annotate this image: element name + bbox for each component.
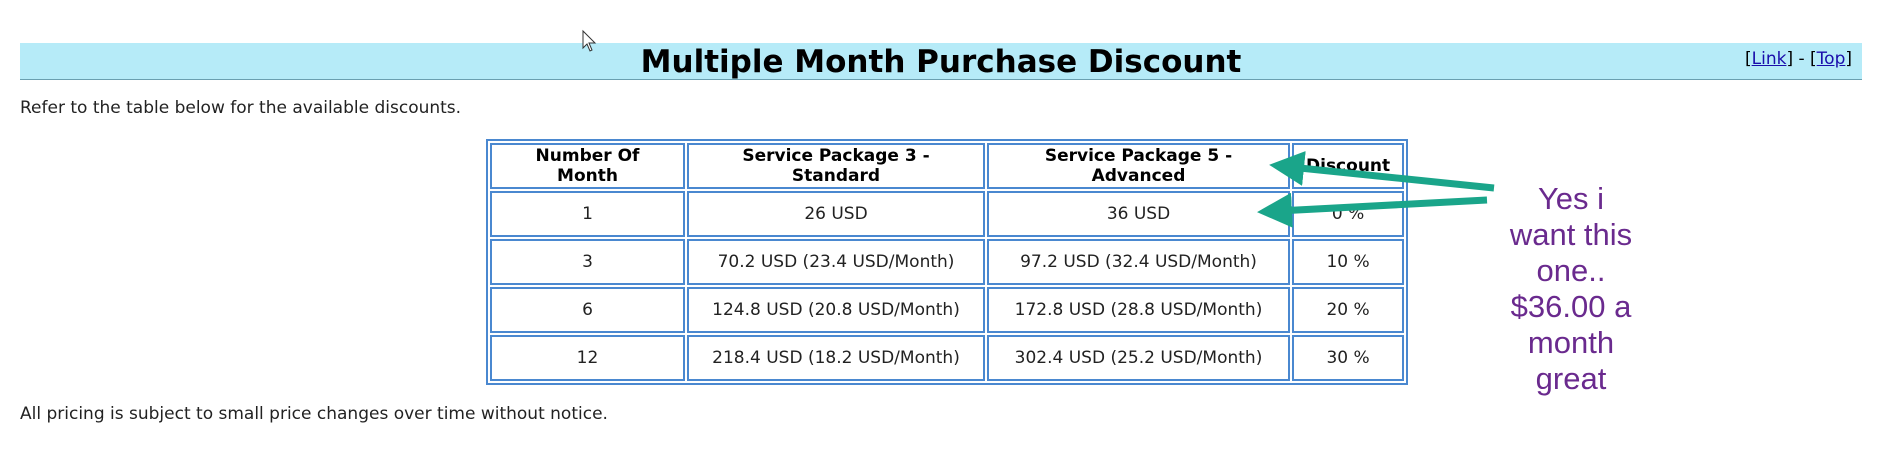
column-header: Service Package 5 - Advanced — [987, 143, 1290, 189]
top-link[interactable]: Top — [1816, 49, 1846, 69]
table-cell: 30 % — [1292, 335, 1405, 381]
table-cell: 172.8 USD (28.8 USD/Month) — [987, 287, 1290, 333]
table-cell: 218.4 USD (18.2 USD/Month) — [687, 335, 985, 381]
nav-links: [Link] - [Top] — [1745, 49, 1852, 69]
footer-text: All pricing is subject to small price ch… — [20, 404, 608, 424]
table-row: 3 70.2 USD (23.4 USD/Month) 97.2 USD (32.4… — [490, 239, 1405, 285]
link[interactable]: Link — [1751, 49, 1787, 69]
table-row: 1 26 USD 36 USD 0 % — [490, 191, 1405, 237]
page-title: Multiple Month Purchase Discount — [640, 44, 1242, 80]
discount-table: Number Of Month Service Package 3 - Stand… — [486, 139, 1409, 385]
separator: ] - [ — [1786, 49, 1817, 69]
annotation-line: month — [1527, 325, 1615, 360]
arrow — [1257, 192, 1488, 228]
cursor — [582, 29, 597, 52]
annotation-line: one.. — [1536, 253, 1606, 288]
table-cell: 10 % — [1292, 239, 1405, 285]
table-cell: 124.8 USD (20.8 USD/Month) — [687, 287, 985, 333]
header-row: Number Of Month Service Package 3 - Stand… — [490, 143, 1405, 189]
table-cell: 302.4 USD (25.2 USD/Month) — [987, 335, 1290, 381]
annotation-line: great — [1535, 361, 1607, 396]
table-cell: 97.2 USD (32.4 USD/Month) — [987, 239, 1290, 285]
annotation-line: want this — [1509, 217, 1633, 252]
header-bar: Multiple Month Purchase Discount [Link] … — [20, 43, 1862, 80]
table-cell: 20 % — [1292, 287, 1405, 333]
table-cell: 3 — [490, 239, 685, 285]
annotation-line: $36.00 a — [1510, 289, 1632, 324]
annotation-line: Yes i — [1537, 181, 1605, 216]
intro-text: Refer to the table below for the availab… — [20, 98, 462, 118]
column-header: Service Package 3 - Standard — [687, 143, 985, 189]
bracket: [ — [1744, 49, 1752, 69]
bracket: ] — [1845, 49, 1852, 69]
table-cell: 6 — [490, 287, 685, 333]
annotation: Yes i want this one.. $36.00 a month great — [1480, 181, 1662, 397]
table-cell: 26 USD — [687, 191, 985, 237]
table-row: 12 218.4 USD (18.2 USD/Month) 302.4 USD (2… — [490, 335, 1405, 381]
arrow — [1269, 151, 1495, 192]
table-cell: 1 — [490, 191, 685, 237]
table-cell: 12 — [490, 335, 685, 381]
column-header: Number Of Month — [490, 143, 685, 189]
table-row: 6 124.8 USD (20.8 USD/Month) 172.8 USD (28… — [490, 287, 1405, 333]
table-cell: 70.2 USD (23.4 USD/Month) — [687, 239, 985, 285]
